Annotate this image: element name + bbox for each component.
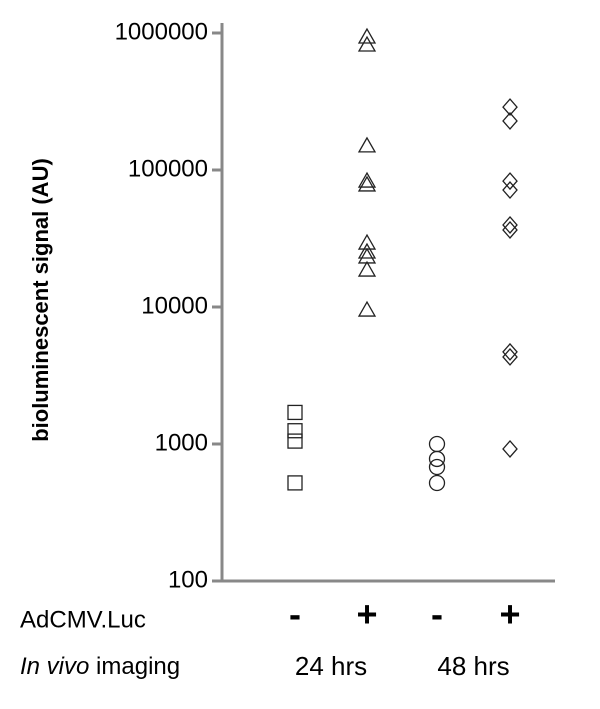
point <box>357 27 377 44</box>
point <box>502 347 518 366</box>
y-axis-label: bioluminescent signal (AU) <box>28 158 53 442</box>
y-tick-label: 1000000 <box>115 18 208 45</box>
point <box>287 404 303 421</box>
y-tick-label: 10000 <box>141 292 208 319</box>
y-tick-label: 1000 <box>155 429 208 456</box>
row-label-rest: imaging <box>96 653 180 680</box>
x-tick-label: - <box>431 594 443 635</box>
point <box>428 450 446 468</box>
point <box>428 474 446 492</box>
x-tick-label: + <box>356 594 377 635</box>
point <box>357 35 377 52</box>
point <box>502 111 518 130</box>
y-tick-label: 100 <box>168 566 208 593</box>
point <box>502 342 518 361</box>
row-label: AdCMV.Luc <box>20 606 146 633</box>
point <box>357 242 377 259</box>
point <box>287 423 303 439</box>
group-label: 48 hrs <box>437 651 509 681</box>
x-tick-label: - <box>289 594 301 635</box>
point <box>502 439 518 458</box>
point <box>357 136 377 153</box>
x-tick-label: + <box>499 594 520 635</box>
group-label: 24 hrs <box>295 651 367 681</box>
row-label: In vivo imaging <box>20 653 180 680</box>
point <box>357 300 377 317</box>
point <box>287 433 303 449</box>
y-tick-label: 100000 <box>128 155 208 182</box>
point <box>428 458 446 476</box>
point <box>357 171 377 188</box>
point <box>502 220 518 239</box>
point <box>502 215 518 234</box>
point <box>428 435 446 453</box>
row-label-italic: In vivo <box>20 653 89 680</box>
point <box>502 181 518 200</box>
point <box>357 260 377 277</box>
point <box>287 475 303 491</box>
point <box>357 175 377 192</box>
point <box>357 233 377 250</box>
point <box>502 98 518 117</box>
point <box>502 172 518 191</box>
